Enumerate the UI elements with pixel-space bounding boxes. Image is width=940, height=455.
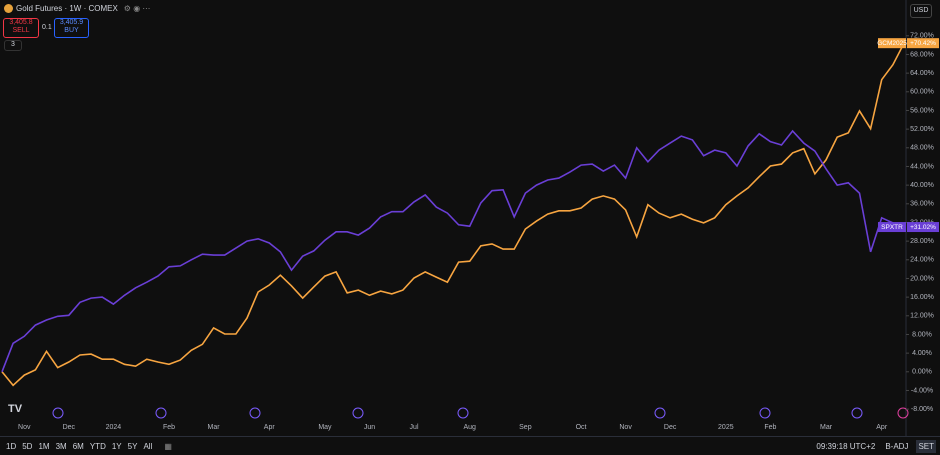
currency-button[interactable]: USD: [910, 4, 932, 18]
range-button[interactable]: 1Y: [111, 442, 122, 451]
buy-price: 3,405.9: [59, 19, 84, 26]
spread: 0.1: [42, 24, 52, 31]
x-tick-label: Apr: [264, 424, 276, 431]
x-tick-label: 2024: [106, 424, 122, 431]
x-tick-label: Nov: [18, 424, 31, 431]
y-tick-label: 48.00%: [910, 145, 934, 152]
indicators-count: 3: [11, 41, 15, 48]
buy-button[interactable]: 3,405.9 BUY: [54, 18, 89, 38]
y-tick-label: 12.00%: [910, 313, 934, 320]
chart: TV -8.00% -4.00% 0.00% 4.00% 8.00% 12.00% 16.0…: [1, 0, 939, 436]
x-tick-label: Mar: [208, 424, 221, 431]
y-tick-label: 64.00%: [910, 70, 934, 77]
sell-button[interactable]: 3,405.8 SELL: [3, 18, 39, 38]
x-tick-label: Jun: [364, 424, 375, 431]
range-button[interactable]: 6M: [72, 442, 84, 451]
series-line: [1, 42, 905, 387]
x-tick-label: 2025: [718, 424, 734, 431]
symbol-icon: [4, 4, 13, 13]
series-line: [1, 129, 905, 373]
x-tick-label: Feb: [163, 424, 175, 431]
range-button[interactable]: All: [143, 442, 153, 451]
y-tick-label: 16.00%: [910, 294, 934, 301]
x-tick-label: Apr: [876, 424, 888, 431]
x-tick-label: Aug: [463, 424, 476, 431]
value-label-box: [907, 222, 939, 233]
indicators-toggle[interactable]: 3: [4, 40, 22, 51]
header-icons[interactable]: ⚙ ◉ ⋯: [123, 4, 151, 13]
y-tick-label: 56.00%: [910, 107, 934, 114]
range-button[interactable]: 5D: [22, 442, 33, 451]
range-button[interactable]: 1M: [38, 442, 50, 451]
series-name-box: [878, 38, 906, 49]
x-tick-label: Dec: [664, 424, 677, 431]
buy-label: BUY: [64, 27, 79, 34]
y-tick-label: 72.00%: [910, 33, 934, 40]
x-tick-label: May: [318, 424, 332, 431]
y-tick-label: 60.00%: [910, 89, 934, 96]
y-tick-label: 40.00%: [910, 182, 934, 189]
x-tick-label: Oct: [576, 424, 587, 431]
sell-price: 3,405.8: [9, 19, 33, 26]
sell-label: SELL: [12, 27, 30, 34]
event-icons: [52, 407, 909, 419]
series-end-label: GCM2025 +70.42%: [877, 38, 939, 49]
y-tick-label: -4.00%: [911, 387, 933, 394]
currency: USD: [913, 7, 929, 14]
series-name-box: [878, 222, 906, 233]
y-tick-label: 4.00%: [912, 350, 932, 357]
series-end-label: SPXTR +31.02%: [878, 222, 939, 233]
value-label: +70.42%: [910, 40, 936, 47]
x-tick-label: Sep: [519, 424, 532, 431]
y-tick-label: 28.00%: [910, 238, 934, 245]
value-label: +31.02%: [910, 224, 936, 231]
x-tick-label: Mar: [820, 424, 833, 431]
y-tick-label: 8.00%: [912, 331, 932, 338]
range-button[interactable]: 3M: [55, 442, 67, 451]
y-tick-label: 20.00%: [910, 275, 934, 282]
range-button[interactable]: 1D: [6, 442, 17, 451]
y-tick-label: 0.00%: [912, 369, 932, 376]
symbol-name[interactable]: Gold Futures · 1W · COMEX: [16, 4, 118, 13]
logo: TV: [8, 403, 23, 415]
x-tick-label: Jul: [410, 424, 419, 431]
series-name: GCM2025: [877, 40, 907, 47]
x-tick-label: Feb: [764, 424, 776, 431]
bottom-toolbar: 1D 5D 1M 3M 6M YTD 1Y 5Y All ▦ 09:39:18 UTC+2 B-…: [0, 436, 940, 455]
series-name: SPXTR: [881, 224, 903, 231]
clock: 09:39:18 UTC+2: [816, 442, 876, 451]
x-tick-label: Dec: [63, 424, 76, 431]
symbol-header: Gold Futures · 1W · COMEX ⚙ ◉ ⋯: [4, 4, 150, 13]
y-tick-label: 52.00%: [910, 126, 934, 133]
value-label-box: [907, 38, 939, 49]
y-tick-label: 68.00%: [910, 51, 934, 58]
x-tick-label: Nov: [619, 424, 632, 431]
date-range-icon[interactable]: ▦: [164, 442, 172, 451]
y-tick-label: 24.00%: [910, 257, 934, 264]
y-tick-label: 44.00%: [910, 163, 934, 170]
y-tick-label: -8.00%: [911, 406, 933, 413]
range-button[interactable]: 5Y: [127, 442, 138, 451]
session-button[interactable]: SET: [916, 440, 936, 453]
y-tick-label: 36.00%: [910, 201, 934, 208]
adjust-button[interactable]: B-ADJ: [885, 442, 909, 451]
range-button[interactable]: YTD: [89, 442, 106, 451]
range-buttons: 1D 5D 1M 3M 6M YTD 1Y 5Y All: [0, 442, 152, 451]
